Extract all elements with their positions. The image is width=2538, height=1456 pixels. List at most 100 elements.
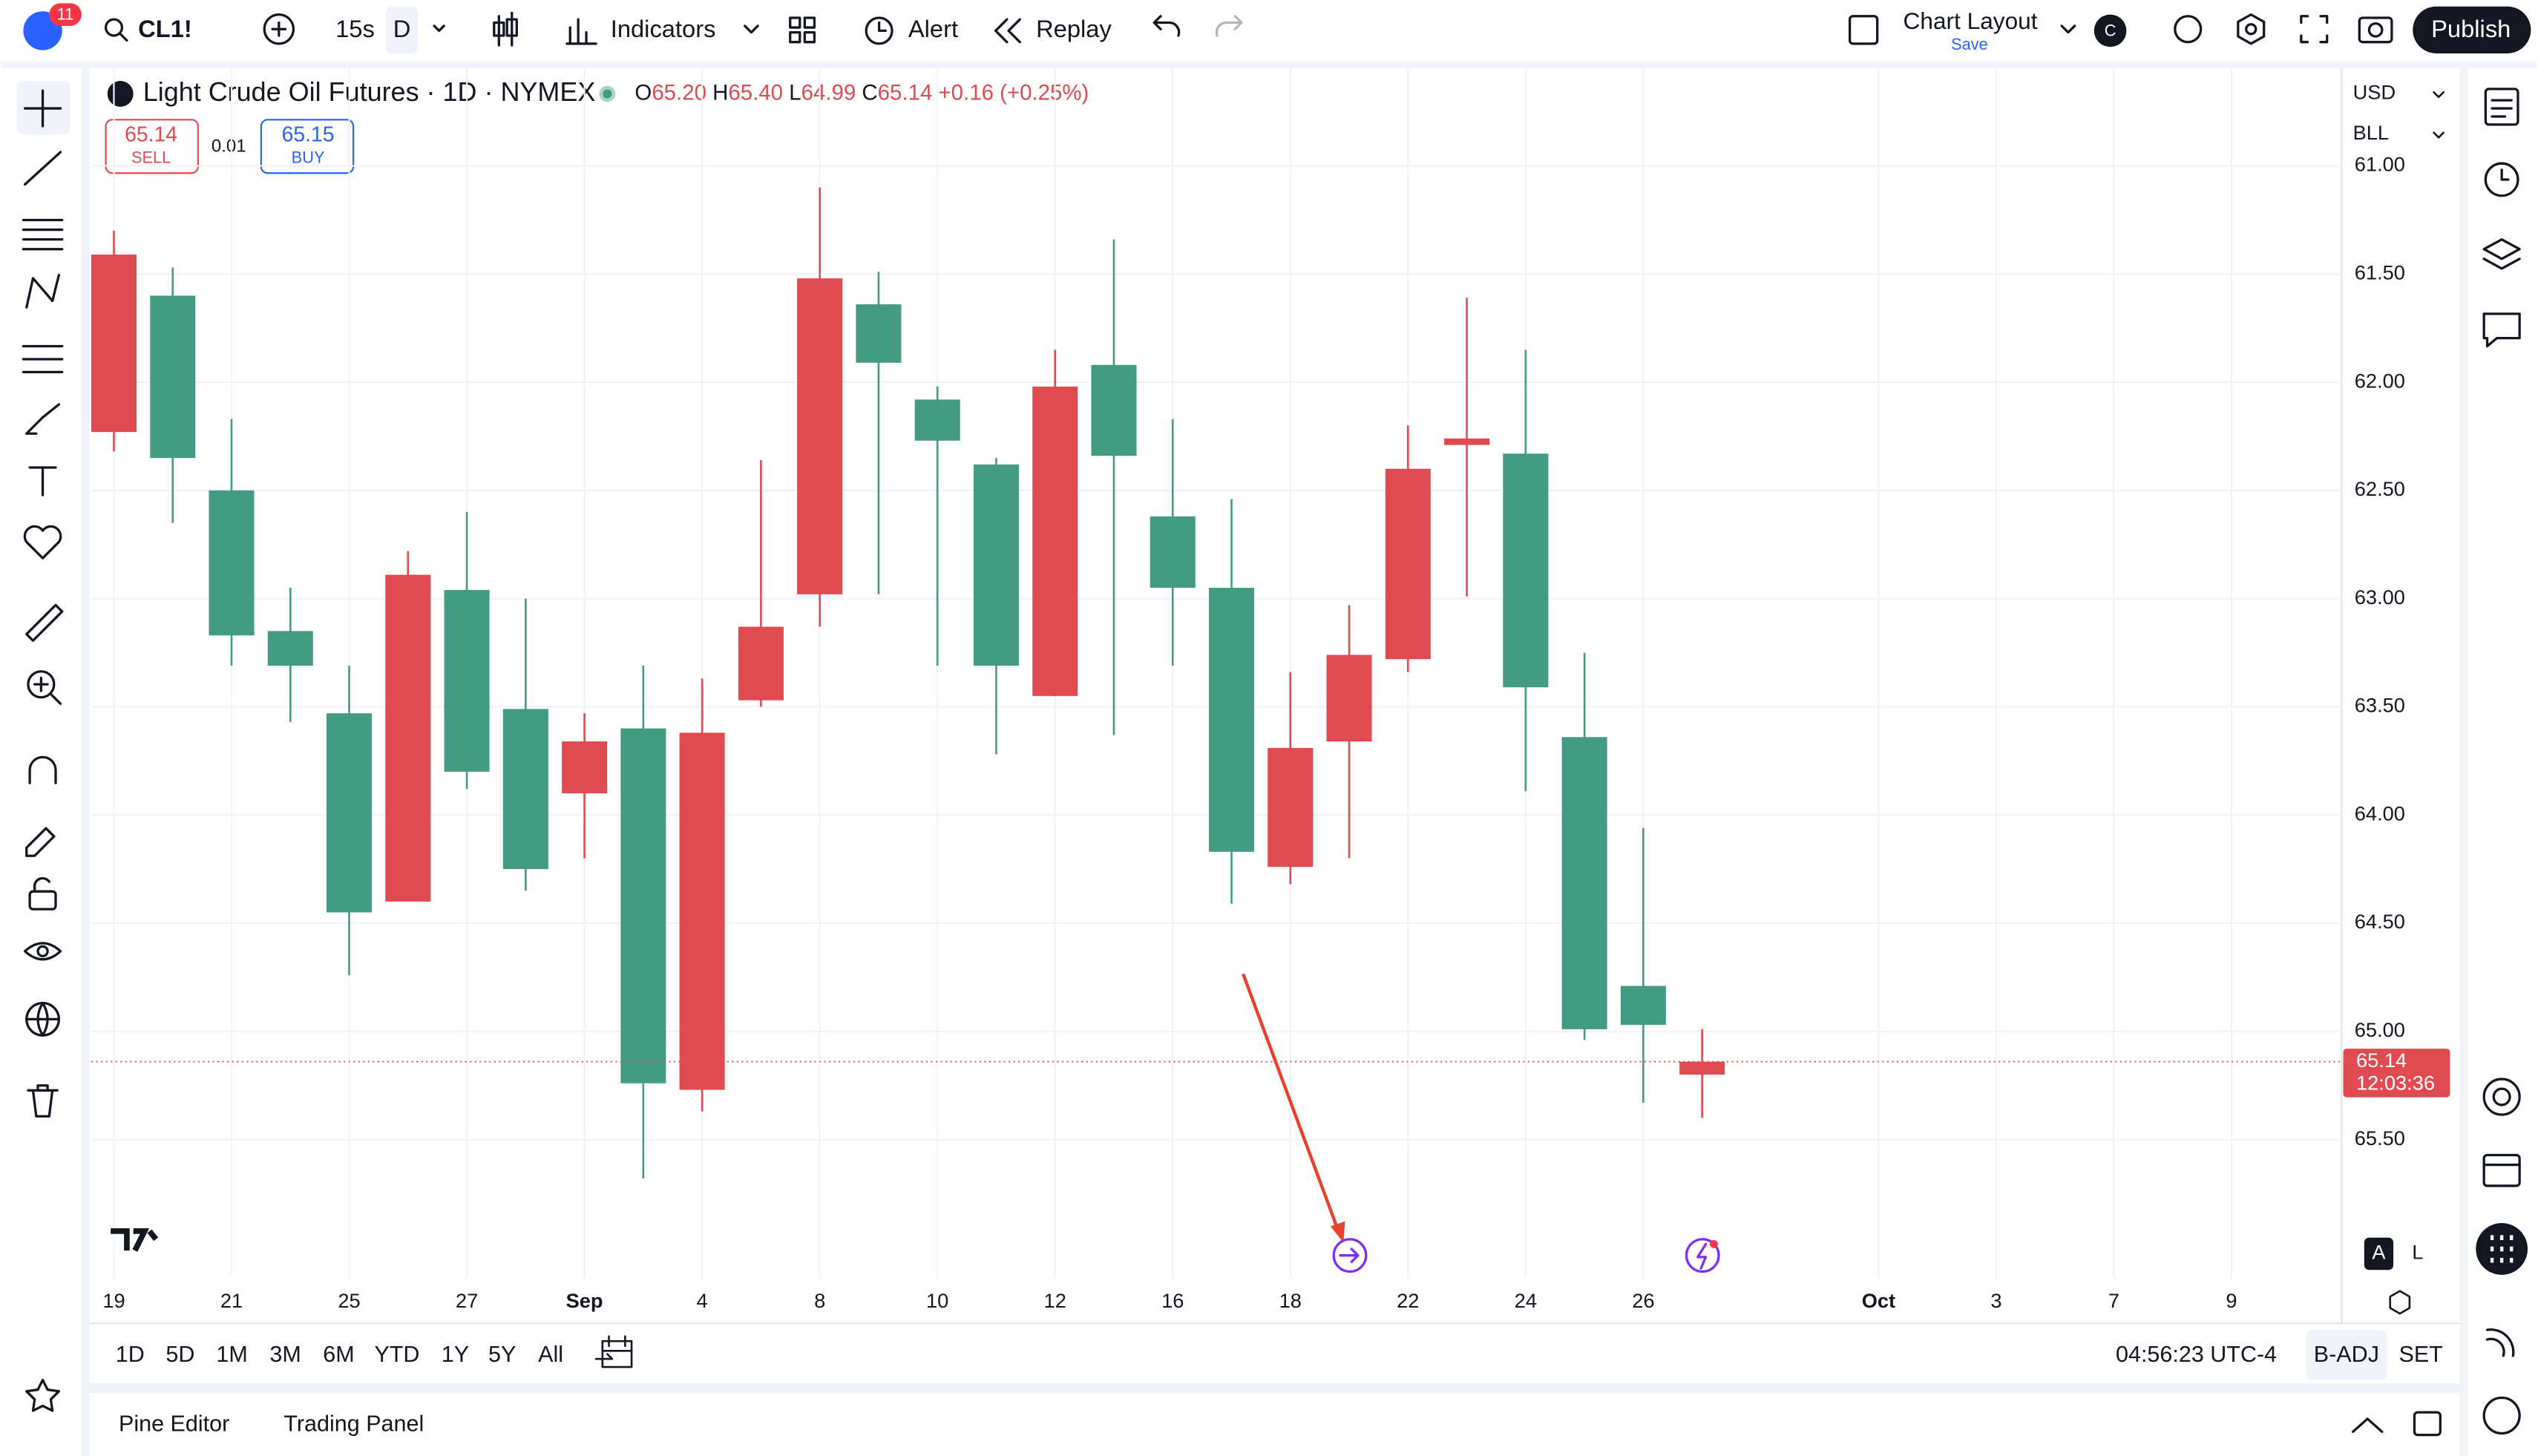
interval[interactable]: 15s (335, 15, 375, 42)
forecast-tool[interactable] (22, 344, 64, 374)
chevron[interactable] (2433, 131, 2444, 139)
quick-search[interactable] (2174, 15, 2203, 44)
layout-checkbox[interactable] (1848, 15, 1879, 45)
chevron[interactable] (2060, 24, 2076, 34)
auto-scale[interactable]: A (2372, 1241, 2386, 1264)
range-button[interactable]: 1Y (442, 1342, 469, 1367)
help-icon[interactable] (2482, 1396, 2521, 1435)
auto-scale-bg[interactable] (2364, 1237, 2394, 1270)
replay[interactable]: Replay (1036, 15, 1112, 42)
session[interactable]: SET (2398, 1342, 2442, 1367)
axis-settings[interactable] (2389, 1290, 2411, 1315)
calendar-icon[interactable] (2482, 1153, 2521, 1187)
alert[interactable]: Alert (908, 15, 958, 42)
magnet-tool[interactable] (28, 755, 57, 784)
redo[interactable] (1215, 15, 1243, 37)
candle-body (797, 278, 843, 594)
layers-icon[interactable] (2482, 238, 2521, 270)
maximize-panel[interactable] (2351, 1417, 2384, 1433)
sell-price[interactable]: 65.14 (125, 123, 177, 147)
trend-line-tool[interactable] (23, 151, 62, 186)
event-marker[interactable] (1685, 1238, 1720, 1273)
y-tick-label: 61.00 (2355, 153, 2405, 176)
replay-icon[interactable] (994, 18, 1021, 44)
settings[interactable] (2237, 13, 2266, 45)
layouts-icon[interactable] (789, 16, 816, 44)
buy-price[interactable]: 65.15 (282, 123, 335, 147)
currency[interactable]: USD (2353, 81, 2396, 104)
unit[interactable]: BLL (2353, 121, 2389, 144)
range-button[interactable]: 6M (323, 1342, 354, 1367)
price-tag-value: 65.14 (2356, 1049, 2407, 1072)
range-button[interactable]: 3M (269, 1342, 301, 1367)
range-button[interactable]: YTD (374, 1342, 419, 1367)
target-icon[interactable] (2482, 1078, 2521, 1116)
indicators[interactable]: Indicators (611, 15, 716, 42)
tab[interactable]: Trading Panel (283, 1411, 424, 1437)
chart-type-icon[interactable] (493, 11, 518, 47)
layout-save[interactable]: Save (1951, 35, 1988, 53)
price-tag (2343, 1049, 2450, 1098)
lock-tool[interactable] (28, 890, 57, 911)
chevron[interactable] (744, 24, 759, 34)
buy-label[interactable]: BUY (292, 148, 325, 166)
ohlc-value: 65.14 (878, 80, 933, 105)
globe-tool (25, 1001, 60, 1037)
buy-button[interactable] (260, 119, 355, 174)
candle-body (1385, 468, 1431, 660)
panel-layout[interactable] (2413, 1411, 2442, 1437)
chart-layout[interactable]: Chart Layout (1904, 7, 2038, 34)
go-to-date[interactable] (594, 1335, 633, 1368)
symbol[interactable]: CL1! (138, 15, 192, 42)
measure-tool[interactable] (25, 603, 64, 642)
stream-icon[interactable] (2485, 1328, 2515, 1357)
text-tool[interactable] (28, 466, 57, 496)
chevron[interactable] (2433, 91, 2444, 99)
alert-icon[interactable] (865, 16, 893, 45)
watchlist-star[interactable] (25, 1378, 60, 1412)
chat-icon[interactable] (2482, 312, 2521, 348)
add-symbol[interactable] (263, 13, 295, 45)
alerts-icon[interactable] (2484, 162, 2519, 197)
search-icon[interactable] (104, 18, 124, 37)
pattern-tool[interactable] (25, 273, 60, 309)
range-button[interactable]: 1D (116, 1342, 145, 1367)
fullscreen[interactable] (2300, 15, 2329, 44)
hide-tool[interactable] (23, 942, 62, 961)
indicators-icon[interactable] (565, 18, 597, 45)
brush-tool[interactable] (25, 403, 60, 435)
screenshot[interactable] (2358, 16, 2393, 44)
range-button[interactable]: 1M (216, 1342, 247, 1367)
tab[interactable]: Pine Editor (119, 1411, 229, 1437)
chevron[interactable] (433, 24, 445, 33)
ohlc-value: 65.40 (728, 80, 783, 105)
candle-body (502, 709, 548, 870)
badj[interactable]: B-ADJ (2314, 1342, 2379, 1367)
lock-drawing[interactable] (25, 827, 56, 857)
undo[interactable] (1152, 15, 1181, 37)
range-button[interactable]: All (538, 1342, 563, 1367)
ohlc-label: C (862, 80, 877, 105)
range-button[interactable]: 5D (165, 1342, 194, 1367)
publish[interactable]: Publish (2431, 15, 2511, 42)
log-scale[interactable]: L (2412, 1241, 2423, 1264)
crosshair-tool[interactable] (23, 89, 62, 128)
remove-tool[interactable] (27, 1084, 59, 1118)
ohlc-value: 65.20 (652, 80, 706, 105)
zoom-tool[interactable] (27, 670, 56, 699)
sell-button[interactable] (105, 119, 199, 174)
candle-body (1620, 986, 1666, 1026)
watchlist-icon[interactable] (2484, 88, 2519, 126)
icon-tool[interactable] (23, 525, 62, 560)
candle-body (1150, 516, 1196, 588)
y-tick-label: 63.00 (2355, 586, 2405, 609)
interval-unit[interactable]: D (393, 15, 411, 42)
lock-tool (33, 876, 50, 893)
fib-tool[interactable] (22, 218, 64, 251)
sell-label[interactable]: SELL (131, 148, 171, 166)
range-button[interactable]: 5Y (488, 1342, 516, 1367)
y-tick-label: 62.00 (2355, 369, 2405, 392)
avatar-bg[interactable] (2093, 14, 2127, 47)
publish-button[interactable] (2413, 6, 2531, 53)
